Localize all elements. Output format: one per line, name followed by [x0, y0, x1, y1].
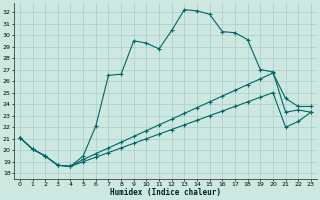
X-axis label: Humidex (Indice chaleur): Humidex (Indice chaleur)	[110, 188, 221, 197]
